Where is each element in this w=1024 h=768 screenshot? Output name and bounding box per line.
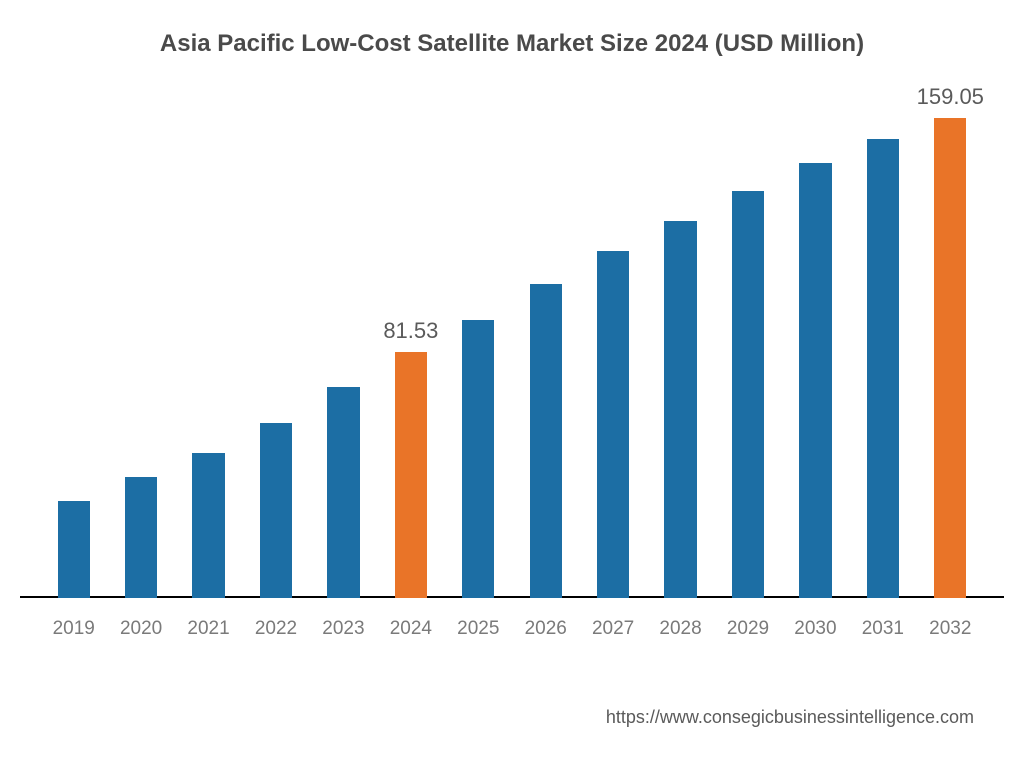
x-category-label: 2030 — [782, 618, 849, 640]
bar — [395, 352, 427, 598]
bar-value-label: 159.05 — [917, 84, 984, 110]
bar — [799, 163, 831, 598]
x-axis-labels: 2019202020212022202320242025202620272028… — [40, 608, 984, 658]
x-category-label: 2032 — [917, 618, 984, 640]
plot-region: 81.53159.05 — [40, 100, 984, 598]
bar — [867, 139, 899, 598]
bar — [597, 251, 629, 598]
x-category-label: 2023 — [310, 618, 377, 640]
bar — [260, 423, 292, 598]
bar — [58, 501, 90, 598]
bar — [327, 387, 359, 598]
x-category-label: 2028 — [647, 618, 714, 640]
bar — [192, 453, 224, 598]
x-category-label: 2029 — [714, 618, 781, 640]
x-category-label: 2022 — [242, 618, 309, 640]
bar-value-label: 81.53 — [377, 318, 444, 344]
bar — [934, 118, 966, 598]
chart-area: 81.53159.05 2019202020212022202320242025… — [40, 100, 984, 658]
chart-title: Asia Pacific Low-Cost Satellite Market S… — [0, 30, 1024, 58]
x-category-label: 2026 — [512, 618, 579, 640]
x-category-label: 2020 — [107, 618, 174, 640]
x-category-label: 2027 — [579, 618, 646, 640]
x-category-label: 2024 — [377, 618, 444, 640]
chart-container: Asia Pacific Low-Cost Satellite Market S… — [0, 0, 1024, 768]
x-category-label: 2019 — [40, 618, 107, 640]
bar — [462, 320, 494, 598]
source-url: https://www.consegicbusinessintelligence… — [606, 707, 974, 728]
bar — [530, 284, 562, 598]
x-axis-line — [20, 596, 1004, 598]
x-category-label: 2025 — [445, 618, 512, 640]
bar — [125, 477, 157, 598]
bar — [664, 221, 696, 598]
x-category-label: 2021 — [175, 618, 242, 640]
bar — [732, 191, 764, 598]
x-category-label: 2031 — [849, 618, 916, 640]
